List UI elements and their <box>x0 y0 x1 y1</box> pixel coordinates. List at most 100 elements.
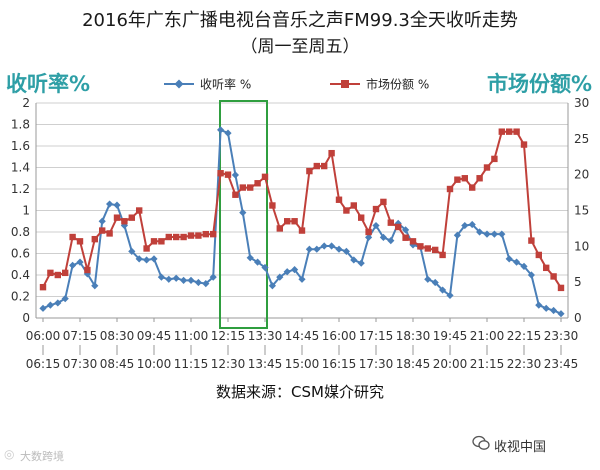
data-point <box>409 238 417 245</box>
data-point <box>476 175 483 182</box>
right-tick-label: 0 <box>574 311 582 325</box>
x-tick-label: 18:30 <box>396 329 431 343</box>
data-point <box>542 304 550 312</box>
left-tick-label: 1.2 <box>11 182 30 196</box>
data-point <box>439 251 446 259</box>
x-tick-label: 20:00 <box>433 357 468 371</box>
x-tick-label: 13:45 <box>248 357 283 371</box>
data-point <box>461 221 469 230</box>
data-point <box>432 246 439 254</box>
data-point <box>342 247 350 255</box>
data-point <box>158 238 165 245</box>
data-point <box>231 171 239 179</box>
data-point <box>106 230 113 237</box>
data-point <box>283 268 291 276</box>
data-point <box>350 202 357 209</box>
data-point <box>491 155 498 163</box>
legend-label: 市场份额 % <box>366 77 429 92</box>
data-point <box>136 207 143 214</box>
data-point <box>520 262 528 270</box>
x-tick-label: 22:15 <box>507 329 542 343</box>
legend-marker <box>174 79 184 89</box>
data-point <box>254 258 262 266</box>
left-tick-label: 0.8 <box>11 225 30 239</box>
data-point <box>217 170 224 177</box>
data-point <box>195 232 202 239</box>
highlight-box <box>219 100 268 329</box>
data-point <box>210 230 217 238</box>
data-point <box>476 228 484 236</box>
x-tick-label: 07:30 <box>63 357 98 371</box>
data-point <box>424 245 431 252</box>
data-point <box>269 202 276 209</box>
x-tick-label: 11:00 <box>174 329 209 343</box>
data-point <box>550 273 557 280</box>
data-point <box>173 233 180 241</box>
data-point <box>76 238 84 245</box>
data-point <box>306 167 313 175</box>
data-point <box>395 223 402 231</box>
right-axis-title: 市场份额% <box>486 72 592 96</box>
data-point <box>239 209 247 217</box>
x-tick-label: 22:30 <box>507 357 542 371</box>
data-point <box>172 274 180 282</box>
highlight-region <box>219 100 268 329</box>
wechat-icon <box>472 435 490 450</box>
x-tick-label: 10:00 <box>137 357 172 371</box>
data-point <box>62 269 69 277</box>
data-point <box>535 301 543 309</box>
data-point <box>506 128 513 135</box>
data-point <box>557 310 565 318</box>
x-tick-label: 14:45 <box>285 329 320 343</box>
data-point <box>39 283 47 291</box>
right-tick-label: 30 <box>574 96 589 110</box>
data-point <box>165 233 172 241</box>
data-point <box>98 217 106 225</box>
data-point <box>143 245 150 252</box>
data-point <box>261 173 269 181</box>
source-note: 数据来源：CSM媒介研究 <box>216 383 384 401</box>
x-tick-label: 06:00 <box>26 329 61 343</box>
x-tick-label: 18:45 <box>396 357 431 371</box>
data-point <box>528 237 535 244</box>
data-point <box>535 251 542 259</box>
right-tick-label: 10 <box>574 239 589 253</box>
x-tick-label: 08:30 <box>100 329 135 343</box>
legend-marker <box>341 80 349 88</box>
data-point <box>417 243 424 250</box>
data-point <box>335 245 343 253</box>
series-layer <box>39 126 565 318</box>
data-point <box>505 255 513 263</box>
data-point <box>431 278 439 287</box>
legend-label: 收听率 % <box>200 77 251 92</box>
x-tick-label: 08:45 <box>100 357 135 371</box>
x-tick-label: 23:45 <box>544 357 579 371</box>
watermark-right: 收视中国 <box>494 440 547 455</box>
data-point <box>372 205 380 213</box>
x-tick-label: 16:15 <box>322 357 357 371</box>
data-point <box>143 256 151 264</box>
data-point <box>157 273 165 281</box>
x-tick-label: 09:45 <box>137 329 172 343</box>
left-tick-label: 0.2 <box>11 290 30 304</box>
data-point <box>498 128 505 135</box>
left-axis-title: 收听率% <box>6 72 91 96</box>
chart-title: 2016年广东广播电视台音乐之声FM99.3全天收听走势 <box>82 10 518 31</box>
right-tick-label: 15 <box>574 204 589 218</box>
data-point <box>454 176 461 183</box>
x-tick-label: 12:15 <box>211 329 246 343</box>
data-point <box>46 301 54 309</box>
data-point <box>135 255 143 263</box>
data-point <box>557 284 565 292</box>
data-point <box>446 291 454 300</box>
data-point <box>291 266 299 274</box>
data-point <box>239 184 246 191</box>
data-point <box>313 162 320 170</box>
data-point <box>246 254 254 262</box>
series-line <box>42 130 562 289</box>
data-point <box>150 255 158 263</box>
data-point <box>387 219 394 226</box>
data-point <box>84 266 91 274</box>
data-point <box>483 230 491 238</box>
